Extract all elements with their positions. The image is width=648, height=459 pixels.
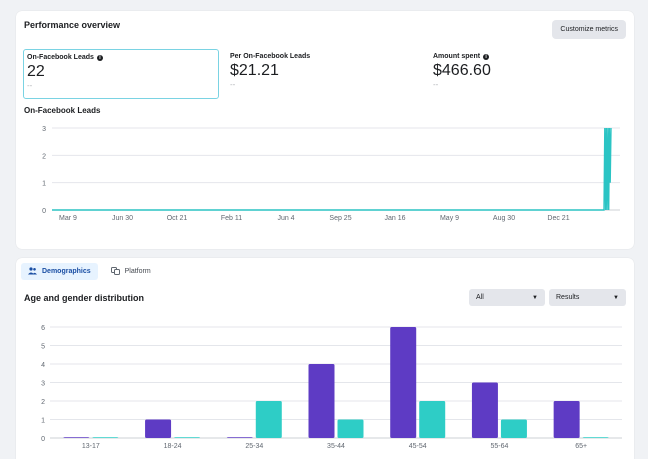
x-tick-label: Feb 11 — [221, 215, 242, 222]
info-icon[interactable]: i — [483, 53, 490, 60]
filter-dropdown[interactable]: All ▼ — [469, 289, 545, 306]
demographics-card: Demographics Platform Age and gender dis… — [16, 258, 634, 459]
x-tick-label: Jun 4 — [277, 215, 294, 222]
y-tick-label: 6 — [41, 325, 45, 332]
x-tick-label: May 9 — [440, 215, 459, 222]
metric-dropdown[interactable]: Results ▼ — [549, 289, 626, 306]
y-tick-label: 5 — [41, 344, 45, 351]
x-tick-label: 13-17 — [82, 443, 100, 450]
bar-series-2 — [419, 401, 446, 438]
performance-title: Performance overview — [24, 20, 121, 30]
bar-series-1 — [63, 437, 90, 438]
y-tick-label: 1 — [42, 181, 46, 188]
y-tick-label: 4 — [41, 362, 45, 369]
metric-comparison: -- — [27, 81, 33, 90]
metric-dropdown-value: Results — [556, 294, 580, 301]
series-line — [52, 127, 612, 211]
bar-series-2 — [582, 437, 609, 438]
bar-series-1 — [553, 401, 580, 438]
tab-label: Platform — [124, 268, 151, 275]
x-tick-label: 45-54 — [409, 443, 427, 450]
metric-label: On-Facebook Leads — [27, 54, 94, 61]
bar-series-2 — [92, 437, 119, 438]
y-tick-label: 0 — [41, 436, 45, 443]
x-tick-label: 25-34 — [245, 443, 263, 450]
y-tick-label: 2 — [42, 153, 46, 160]
bar-series-2 — [500, 419, 527, 438]
x-tick-label: Mar 9 — [59, 215, 77, 222]
platform-icon — [110, 266, 120, 277]
performance-overview-card: Performance overview Customize metrics O… — [16, 11, 634, 249]
y-tick-label: 0 — [42, 208, 46, 215]
filter-value: All — [476, 294, 484, 301]
leads-line-chart: 0 1 2 3 Mar 9 Jun 30 Oct 21 Feb 11 Jun 4 Sep 25 Ja… — [42, 126, 620, 222]
caret-down-icon: ▼ — [532, 294, 538, 301]
y-tick-label: 2 — [41, 399, 45, 406]
metric-per-on-facebook-leads[interactable]: Per On-Facebook Leads $21.21 -- — [227, 49, 423, 99]
x-tick-label: 35-44 — [327, 443, 345, 450]
bar-series-2 — [255, 401, 282, 438]
bar-series-1 — [226, 437, 253, 438]
x-tick-label: 65+ — [575, 443, 587, 450]
demographics-tabs: Demographics Platform — [21, 263, 158, 280]
metric-amount-spent[interactable]: Amount spent i $466.60 -- — [430, 49, 626, 99]
line-chart-title: On-Facebook Leads — [24, 106, 101, 115]
age-gender-bar-chart: 0 1 2 3 4 5 6 13-17 18-24 25-34 35-44 45-54 55-64 65+ — [41, 325, 622, 450]
x-tick-label: Jun 30 — [112, 215, 133, 222]
y-tick-label: 3 — [42, 126, 46, 133]
bar-series-2 — [174, 437, 201, 438]
info-icon[interactable]: i — [96, 54, 103, 61]
bar-series-1 — [308, 364, 335, 438]
bar-series-2 — [337, 419, 364, 438]
people-icon — [28, 266, 37, 277]
bar-series-1 — [145, 419, 172, 438]
metric-value: $21.21 — [230, 62, 279, 79]
metric-comparison: -- — [230, 80, 236, 89]
metric-on-facebook-leads[interactable]: On-Facebook Leads i 22 -- — [23, 49, 219, 99]
metric-value: $466.60 — [433, 62, 491, 79]
x-tick-label: Sep 25 — [329, 215, 351, 222]
x-tick-label: Oct 21 — [167, 215, 188, 222]
bar-series-1 — [471, 382, 498, 438]
x-tick-label: Jan 16 — [384, 215, 405, 222]
age-gender-title: Age and gender distribution — [24, 293, 145, 303]
customize-metrics-button[interactable]: Customize metrics — [552, 20, 626, 39]
x-tick-label: Aug 30 — [493, 215, 515, 222]
metric-comparison: -- — [433, 80, 439, 89]
bar-series-1 — [390, 327, 417, 438]
tab-platform[interactable]: Platform — [104, 263, 158, 280]
metric-value: 22 — [27, 63, 45, 80]
caret-down-icon: ▼ — [613, 294, 619, 301]
x-tick-label: 18-24 — [164, 443, 182, 450]
metric-label: Per On-Facebook Leads — [230, 53, 311, 60]
metric-label: Amount spent — [433, 53, 481, 60]
x-tick-label: 55-64 — [490, 443, 508, 450]
y-tick-label: 3 — [41, 381, 45, 388]
tab-label: Demographics — [42, 268, 91, 275]
x-tick-label: Dec 21 — [547, 215, 569, 222]
tab-demographics[interactable]: Demographics — [21, 263, 98, 280]
y-tick-label: 1 — [41, 418, 45, 425]
